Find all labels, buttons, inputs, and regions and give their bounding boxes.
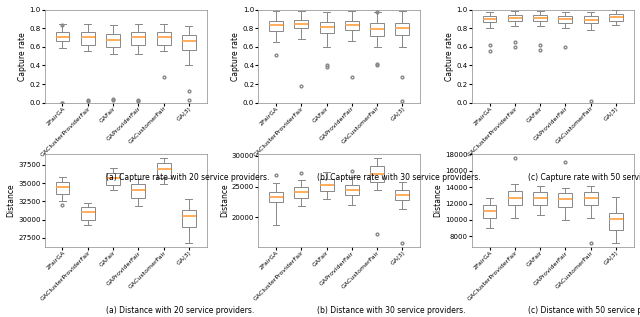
Y-axis label: Distance: Distance [220,184,229,217]
PathPatch shape [396,23,410,35]
PathPatch shape [81,207,95,220]
PathPatch shape [81,32,95,45]
PathPatch shape [106,173,120,184]
PathPatch shape [157,163,170,178]
PathPatch shape [508,191,522,205]
PathPatch shape [609,14,623,21]
PathPatch shape [483,205,497,217]
PathPatch shape [294,186,308,197]
Y-axis label: Capture rate: Capture rate [445,32,454,81]
PathPatch shape [584,16,598,23]
PathPatch shape [396,190,410,200]
PathPatch shape [559,193,572,207]
PathPatch shape [269,21,283,31]
Text: (b) Capture rate with 30 service providers.: (b) Capture rate with 30 service provide… [317,173,481,182]
PathPatch shape [56,182,70,194]
PathPatch shape [609,213,623,230]
PathPatch shape [269,192,283,202]
Text: (b) Distance with 30 service providers.: (b) Distance with 30 service providers. [317,307,465,315]
PathPatch shape [370,23,384,36]
PathPatch shape [559,16,572,23]
Y-axis label: Capture rate: Capture rate [231,32,240,81]
PathPatch shape [182,210,196,227]
PathPatch shape [584,192,598,205]
PathPatch shape [533,192,547,205]
PathPatch shape [157,32,170,45]
PathPatch shape [483,16,497,22]
Text: (a) Distance with 20 service providers.: (a) Distance with 20 service providers. [106,307,254,315]
PathPatch shape [508,15,522,21]
PathPatch shape [106,34,120,47]
Text: (c) Distance with 50 service providers.: (c) Distance with 50 service providers. [528,307,640,315]
PathPatch shape [131,184,145,198]
PathPatch shape [131,32,145,45]
PathPatch shape [182,35,196,49]
Text: (c) Capture rate with 50 service providers.: (c) Capture rate with 50 service provide… [528,173,640,182]
Y-axis label: Capture rate: Capture rate [18,32,27,81]
Y-axis label: Distance: Distance [6,184,15,217]
PathPatch shape [345,21,359,30]
Y-axis label: Distance: Distance [433,184,442,217]
PathPatch shape [370,166,384,182]
PathPatch shape [533,15,547,21]
Text: (a) Capture rate with 20 service providers.: (a) Capture rate with 20 service provide… [106,173,269,182]
PathPatch shape [319,22,333,33]
PathPatch shape [345,185,359,195]
PathPatch shape [319,178,333,191]
PathPatch shape [294,20,308,28]
PathPatch shape [56,32,70,41]
